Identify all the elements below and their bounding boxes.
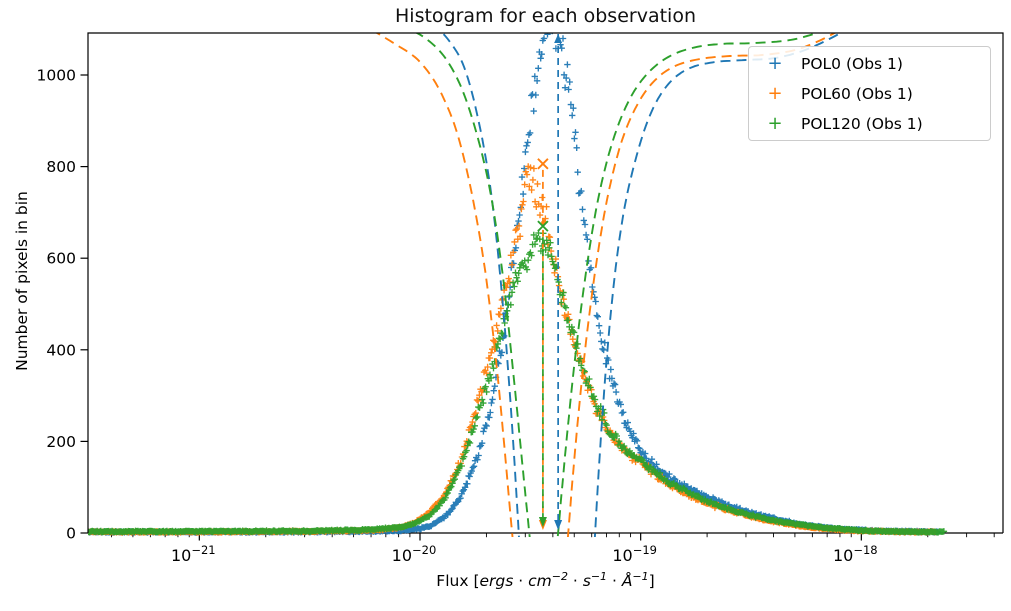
x-axis-label: Flux [ergs · cm−2 · s−1 · Å−1] — [88, 570, 1003, 590]
x-tick-label: 10−21 — [171, 543, 216, 565]
legend-label: POL120 (Obs 1) — [801, 114, 923, 133]
x-axis-label-part: −1 — [590, 570, 608, 583]
x-axis-label-part: · — [567, 572, 583, 591]
y-tick-label: 800 — [46, 158, 76, 176]
x-axis-label-part: ergs — [479, 572, 514, 591]
x-axis-label-part: · — [607, 572, 622, 591]
up-arrow-icon — [554, 34, 563, 43]
y-tick-label: 600 — [46, 250, 76, 268]
x-tick-label: 10−20 — [392, 543, 437, 565]
y-tick-label: 0 — [66, 525, 76, 543]
chart-title: Histogram for each observation — [395, 5, 696, 27]
x-tick-label: 10−19 — [612, 543, 657, 565]
legend-marker-plus-icon: + — [767, 112, 783, 134]
peak-x-marker — [537, 158, 549, 170]
x-axis-label-part: · — [513, 572, 529, 591]
axis-ticks — [80, 74, 995, 541]
y-axis-label: Number of pixels in bin — [13, 191, 31, 371]
x-axis-label-part: −2 — [551, 570, 568, 583]
x-axis-label-part: cm — [528, 572, 552, 591]
scatter-pol60 — [88, 163, 939, 536]
legend-marker-plus-icon: + — [767, 82, 783, 104]
legend-label: POL0 (Obs 1) — [801, 54, 903, 73]
down-arrow-icon — [538, 517, 547, 527]
x-axis-label-part: s — [582, 572, 591, 591]
legend-item-pol120: + POL120 (Obs 1) — [749, 109, 990, 139]
axes-frame — [87, 32, 1004, 533]
x-axis-label-part: −1 — [632, 570, 649, 583]
y-tick-label: 200 — [46, 433, 76, 451]
peak-x-marker — [537, 220, 549, 232]
fit-curve-pol120 — [414, 33, 821, 537]
legend-label: POL60 (Obs 1) — [801, 84, 913, 103]
x-tick-label: 10−18 — [833, 543, 878, 565]
legend-marker-plus-icon: + — [767, 52, 783, 74]
legend-item-pol60: + POL60 (Obs 1) — [749, 79, 990, 109]
y-tick-label: 400 — [46, 341, 76, 359]
legend-box: + POL0 (Obs 1) + POL60 (Obs 1) + POL120 … — [748, 46, 991, 141]
legend-item-pol0: + POL0 (Obs 1) — [749, 49, 990, 79]
y-tick-label: 1000 — [37, 67, 76, 85]
down-arrow-icon — [554, 520, 563, 530]
x-axis-label-part: Flux [ — [436, 572, 480, 591]
x-axis-label-part: Å — [621, 572, 633, 591]
x-axis-label-part: ] — [648, 572, 655, 591]
